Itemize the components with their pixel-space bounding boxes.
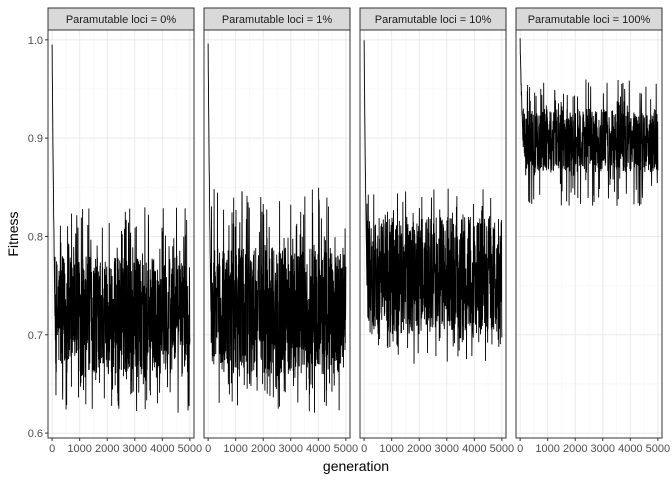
x-tick-label: 1000: [379, 443, 403, 455]
x-tick-label: 3000: [435, 443, 459, 455]
x-tick-label: 1000: [67, 443, 91, 455]
x-tick-label: 5000: [178, 443, 202, 455]
x-tick-label: 2000: [251, 443, 275, 455]
panel-border: [47, 29, 195, 439]
facet-strip-label: Paramutable loci = 1%: [222, 14, 333, 26]
fitness-series-line: [519, 38, 659, 206]
facet-panel: Paramutable loci = 10% 0 1000 2000 3000 4000 5…: [359, 7, 514, 455]
facet-panel: Paramutable loci = 0% 0 1000 2000 3000 4000 50…: [28, 7, 202, 455]
y-tick-label: 1.0: [28, 35, 43, 47]
x-axis-title: generation: [323, 458, 389, 474]
x-tick-label: 5000: [334, 443, 358, 455]
facet-strip-label: Paramutable loci = 0%: [66, 14, 177, 26]
x-tick-label: 1000: [535, 443, 559, 455]
x-tick-label: 4000: [618, 443, 642, 455]
x-tick-label: 2000: [407, 443, 431, 455]
panels-layer: Paramutable loci = 0%0 1000 2000 3000 4000 50…: [28, 7, 670, 455]
facet-panel: Paramutable loci = 100% 0 1000 2000 3000 4000…: [515, 7, 670, 455]
x-tick-label: 2000: [563, 443, 587, 455]
x-tick-label: 3000: [591, 443, 615, 455]
facet-strip-label: Paramutable loci = 10%: [375, 14, 492, 26]
y-tick-label: 0.6: [28, 428, 43, 440]
y-tick-label: 0.8: [28, 231, 43, 243]
y-tick-label: 0.7: [28, 330, 43, 342]
x-tick-label: 4000: [150, 443, 174, 455]
facet-panel: Paramutable loci = 1% 0 1000 2000 3000 4000 50…: [203, 7, 358, 455]
x-tick-label: 1000: [223, 443, 247, 455]
x-tick-label: 3000: [123, 443, 147, 455]
fitness-series-line: [363, 40, 503, 364]
fitness-series-line: [51, 44, 191, 413]
y-tick-label: 0.9: [28, 133, 43, 145]
x-tick-label: 5000: [490, 443, 514, 455]
x-tick-label: 0: [49, 443, 55, 455]
x-tick-label: 0: [205, 443, 211, 455]
panel-border: [359, 29, 507, 439]
x-tick-label: 0: [517, 443, 523, 455]
x-tick-label: 3000: [279, 443, 303, 455]
x-tick-label: 0: [361, 443, 367, 455]
y-axis-title: Fitness: [5, 211, 21, 256]
facet-strip-label: Paramutable loci = 100%: [528, 14, 651, 26]
x-tick-label: 2000: [95, 443, 119, 455]
panel-border: [515, 29, 663, 439]
x-tick-label: 4000: [306, 443, 330, 455]
x-tick-label: 4000: [462, 443, 486, 455]
fitness-series-line: [207, 43, 347, 413]
x-tick-label: 5000: [646, 443, 670, 455]
panel-border: [203, 29, 351, 439]
